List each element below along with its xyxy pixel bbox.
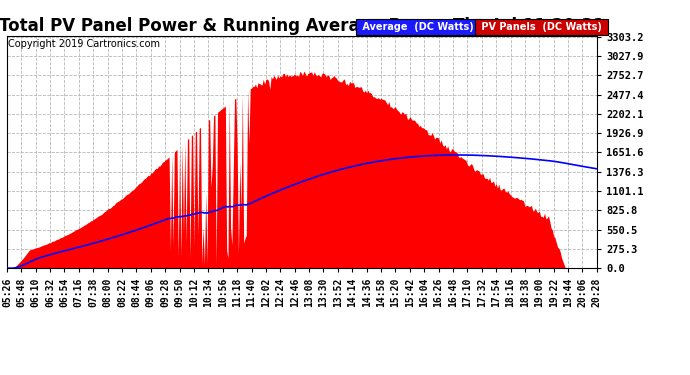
Text: PV Panels  (DC Watts): PV Panels (DC Watts) bbox=[478, 22, 605, 32]
Text: Copyright 2019 Cartronics.com: Copyright 2019 Cartronics.com bbox=[8, 39, 160, 50]
Text: Average  (DC Watts): Average (DC Watts) bbox=[359, 22, 477, 32]
Title: Total PV Panel Power & Running Average Power Thu Jul 11 20:31: Total PV Panel Power & Running Average P… bbox=[0, 18, 604, 36]
